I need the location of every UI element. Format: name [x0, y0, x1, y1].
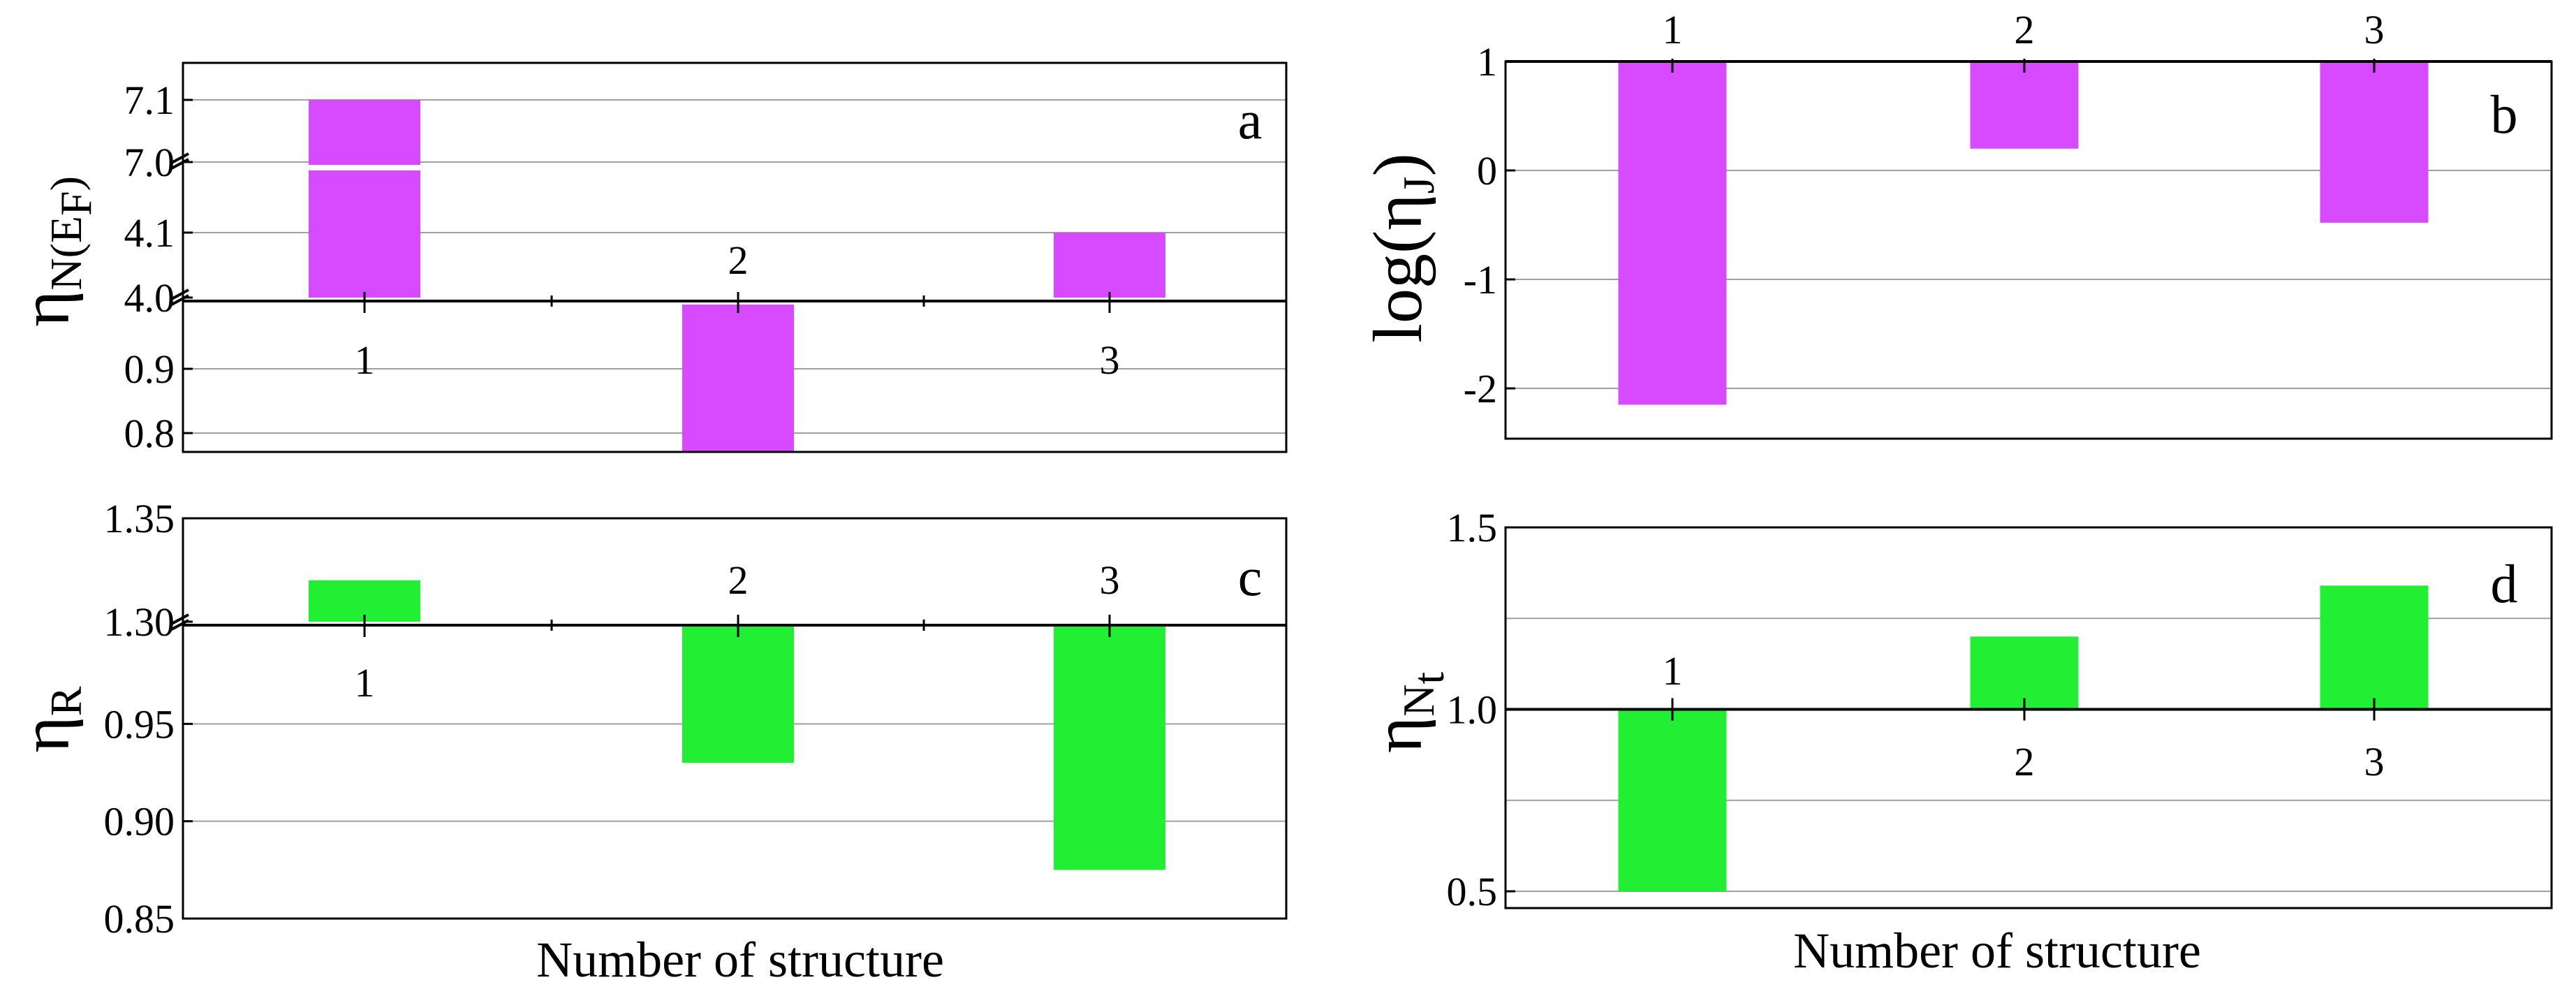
panel-a-ytick-label: 7.0: [124, 140, 175, 185]
panel-b-bar: [1618, 61, 1727, 405]
panel-a-frame: [182, 61, 1288, 453]
panel-c-category-label: 1: [355, 660, 375, 705]
panel-c-axis-break: [170, 613, 189, 631]
panel-a-ytick-label: 4.1: [124, 210, 175, 256]
panel-a-bar: [682, 305, 794, 453]
panel-a-y-axis-label: ηN(EF): [6, 176, 101, 327]
panel-b-category-label: 1: [1663, 7, 1683, 52]
panel-d-bar: [1618, 709, 1727, 891]
panel-d-y-axis-label: ηNt: [1359, 672, 1453, 754]
panel-a-axis-break: [170, 288, 189, 307]
panel-d-ytick-label: 1.0: [1447, 687, 1498, 733]
panel-b-ytick-label: 1: [1477, 39, 1497, 85]
x-axis-label-left: Number of structure: [536, 932, 944, 987]
panel-a-category-label: 2: [728, 237, 749, 283]
panel-d-category-label: 3: [2364, 739, 2385, 784]
panel-d-ytick-label: 0.5: [1447, 869, 1498, 914]
panel-b-chart: 1 2 3 1 0 -1 -2 b log(ηJ): [1359, 7, 2553, 440]
panel-c-ytick-label: 0.85: [104, 896, 175, 942]
panel-c-bar: [682, 627, 794, 763]
panel-b-ytick-label: -2: [1464, 366, 1497, 411]
panel-d-letter: d: [2491, 553, 2518, 614]
panel-a-bar: [1054, 233, 1165, 298]
panel-b-letter: b: [2491, 84, 2518, 145]
panel-c-chart: 1 2 3 1.35 1.30 0.95 0.90 0.85 c ηR: [6, 496, 1288, 942]
panel-a-bar-break-gap: [309, 165, 420, 170]
panel-a-letter: a: [1238, 89, 1263, 150]
panel-a-category-label: 3: [1100, 337, 1120, 383]
panel-c-bar: [1054, 627, 1165, 870]
panel-c-frame: [182, 517, 1288, 920]
panel-b-ytick-label: -1: [1464, 257, 1497, 302]
panel-a-ytick-label: 7.1: [124, 78, 175, 123]
panel-a-axis-break: [170, 152, 189, 170]
panel-d-bar: [2320, 585, 2429, 710]
panel-b-bar: [1970, 61, 2079, 149]
panel-c-category-label: 3: [1100, 557, 1120, 603]
panel-d-bar: [1970, 636, 2079, 710]
panel-c-letter: c: [1238, 546, 1263, 607]
x-axis-label-right: Number of structure: [1793, 923, 2201, 979]
panel-b-bar: [2320, 61, 2429, 223]
panel-c-y-axis-label: ηR: [6, 686, 91, 752]
panel-b-category-label: 3: [2364, 7, 2385, 52]
panel-a-ytick-label: 4.0: [124, 275, 175, 321]
panel-c-ytick-label: 0.90: [104, 799, 175, 845]
panel-a-ytick-label: 0.8: [124, 411, 175, 456]
panel-a-ytick-label: 0.9: [124, 346, 175, 392]
panel-c-category-label: 2: [728, 557, 749, 603]
panel-b-y-axis-label: log(ηJ): [1359, 153, 1443, 343]
panel-b-category-label: 2: [2015, 7, 2035, 52]
panel-d-frame: [1504, 526, 2553, 909]
panel-a-chart: 1 2 3 7.1 7.0 4.1 4.0 0.9 0.8 a ηN(EF): [6, 61, 1288, 456]
panel-d-chart: 1 2 3 1.5 1.0 0.5 d ηNt: [1359, 505, 2553, 914]
panel-d-category-label: 1: [1663, 648, 1683, 694]
panel-c-ytick-label: 0.95: [104, 701, 175, 747]
panel-d-category-label: 2: [2015, 739, 2035, 784]
panel-b-ytick-label: 0: [1477, 148, 1497, 193]
panel-c-ytick-label: 1.30: [104, 599, 175, 645]
panel-a-bar: [309, 100, 420, 298]
panel-d-ytick-label: 1.5: [1447, 505, 1498, 550]
panel-c-ytick-label: 1.35: [104, 496, 175, 541]
panel-a-category-label: 1: [355, 337, 375, 383]
